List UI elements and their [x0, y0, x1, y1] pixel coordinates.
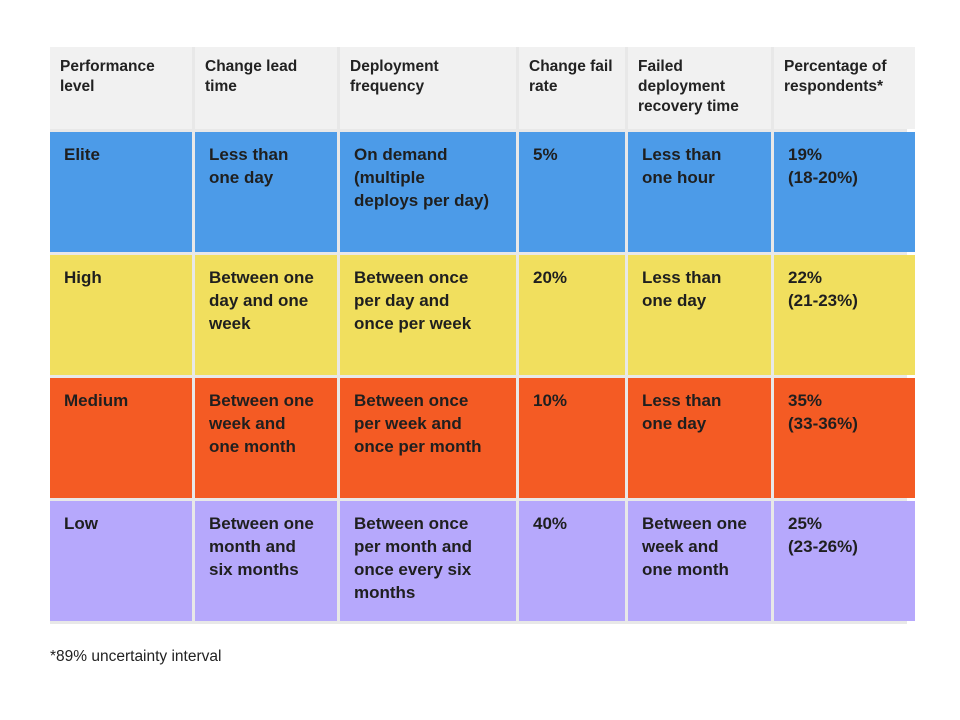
- cell-level: Medium: [50, 378, 192, 498]
- cell-recovery: Less than one hour: [628, 132, 771, 252]
- cell-level: Low: [50, 501, 192, 621]
- cell-frequency: On demand (multiple deploys per day): [340, 132, 516, 252]
- header-performance-level: Performance level: [50, 47, 192, 129]
- cell-recovery: Less than one day: [628, 378, 771, 498]
- cell-percentage: 35% (33-36%): [774, 378, 915, 498]
- cell-fail-rate: 40%: [519, 501, 625, 621]
- cell-fail-rate: 20%: [519, 255, 625, 375]
- header-change-lead-time: Change lead time: [195, 47, 337, 129]
- header-percentage-of-respondents: Percentage of respondents*: [774, 47, 915, 129]
- cell-lead-time: Between one week and one month: [195, 378, 337, 498]
- cell-frequency: Between once per month and once every si…: [340, 501, 516, 621]
- footnote: *89% uncertainty interval: [50, 648, 222, 665]
- cell-lead-time: Less than one day: [195, 132, 337, 252]
- cell-lead-time: Between one day and one week: [195, 255, 337, 375]
- cell-percentage: 22% (21-23%): [774, 255, 915, 375]
- cell-percentage: 19% (18-20%): [774, 132, 915, 252]
- header-change-fail-rate: Change fail rate: [519, 47, 625, 129]
- cell-percentage: 25% (23-26%): [774, 501, 915, 621]
- cell-fail-rate: 10%: [519, 378, 625, 498]
- header-deployment-frequency: Deployment frequency: [340, 47, 516, 129]
- cell-level: High: [50, 255, 192, 375]
- cell-frequency: Between once per week and once per month: [340, 378, 516, 498]
- cell-recovery: Less than one day: [628, 255, 771, 375]
- cell-recovery: Between one week and one month: [628, 501, 771, 621]
- performance-table: Performance level Change lead time Deplo…: [50, 47, 915, 624]
- cell-level: Elite: [50, 132, 192, 252]
- cell-fail-rate: 5%: [519, 132, 625, 252]
- cell-frequency: Between once per day and once per week: [340, 255, 516, 375]
- header-failed-deployment-recovery-time: Failed deployment recovery time: [628, 47, 771, 129]
- cell-lead-time: Between one month and six months: [195, 501, 337, 621]
